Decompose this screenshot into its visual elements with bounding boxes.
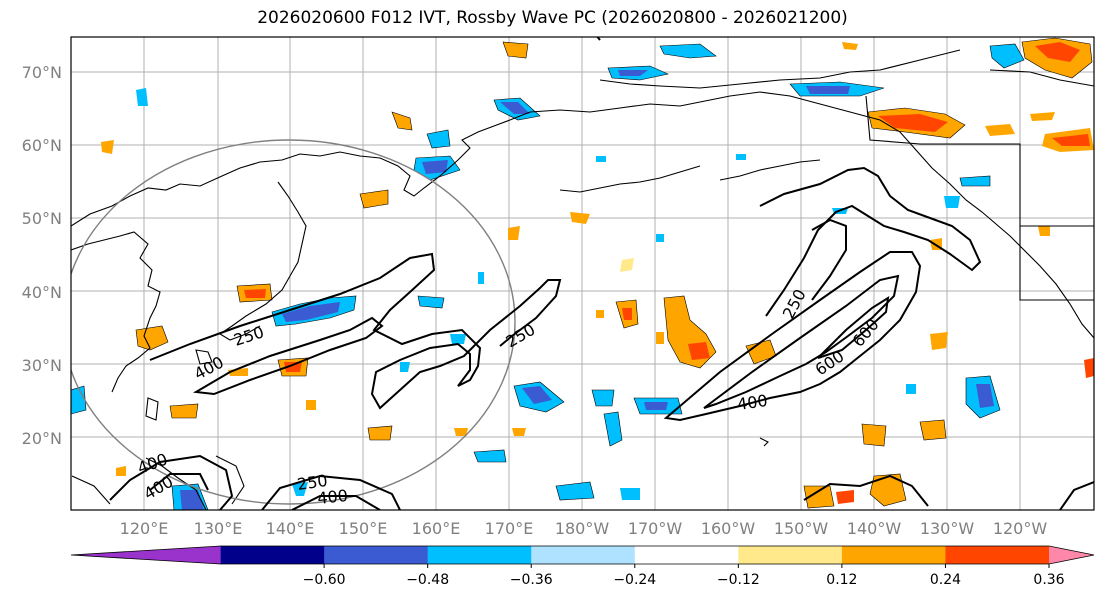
colorbar-segment: [945, 546, 1050, 564]
gridlines: [71, 37, 1094, 510]
map-frame: [70, 36, 1095, 511]
colorbar-tick-label: −0.24: [613, 572, 656, 588]
colorbar-extension-high: [1049, 546, 1094, 564]
lon-label: 130°W: [920, 519, 975, 538]
lon-label: 160°W: [701, 519, 756, 538]
colorbar-tick-label: 0.12: [826, 572, 857, 588]
longitude-labels: 120°E 130°E 140°E 150°E 160°E 170°E 180°…: [120, 519, 1048, 538]
lat-label: 60°N: [22, 136, 62, 155]
reference-circle: [71, 139, 516, 505]
colorbar-segment: [634, 546, 739, 564]
colorbar-tick-label: −0.12: [717, 572, 760, 588]
lat-label: 70°N: [22, 63, 62, 82]
lon-label: 160°E: [412, 519, 461, 538]
map-title: 2026020600 F012 IVT, Rossby Wave PC (202…: [257, 8, 848, 28]
lat-label: 30°N: [22, 356, 62, 375]
lon-label: 140°E: [266, 519, 315, 538]
colorbar-segment: [841, 546, 946, 564]
colorbar-segment: [531, 546, 636, 564]
lon-label: 140°W: [847, 519, 902, 538]
lon-label: 120°E: [120, 519, 169, 538]
colorbar-segment: [220, 546, 325, 564]
lon-label: 180°W: [555, 519, 610, 538]
contour-label: 250: [296, 471, 329, 494]
colorbar-tick-label: 0.36: [1033, 572, 1064, 588]
colorbar-tick-label: 0.24: [930, 572, 961, 588]
ivt-pc-shading: [71, 37, 1094, 510]
latitude-labels: 70°N 60°N 50°N 40°N 30°N 20°N: [22, 63, 62, 448]
colorbar-segment: [738, 546, 843, 564]
lon-label: 120°W: [993, 519, 1048, 538]
ivt-contours: [109, 37, 1094, 510]
colorbar-tick-label: −0.48: [406, 572, 449, 588]
colorbar-extension-low: [71, 546, 221, 564]
lon-label: 150°W: [774, 519, 829, 538]
lon-label: 150°E: [339, 519, 388, 538]
colorbar-segment: [427, 546, 532, 564]
colorbar-tick-label: −0.36: [510, 572, 553, 588]
colorbar-segment: [324, 546, 429, 564]
colorbar: −0.60−0.48−0.36−0.24−0.120.120.240.360.4…: [70, 545, 1095, 588]
colorbar-tick-label: −0.60: [303, 572, 346, 588]
lat-label: 40°N: [22, 283, 62, 302]
colorbar-outline: [70, 545, 1095, 565]
contour-label: 400: [316, 486, 348, 508]
contour-label: 400: [736, 391, 769, 414]
lon-label: 130°E: [194, 519, 243, 538]
lat-label: 20°N: [22, 429, 62, 448]
lon-label: 170°E: [485, 519, 534, 538]
coastlines: [71, 49, 1094, 510]
lat-label: 50°N: [22, 209, 62, 228]
lon-label: 170°W: [628, 519, 683, 538]
